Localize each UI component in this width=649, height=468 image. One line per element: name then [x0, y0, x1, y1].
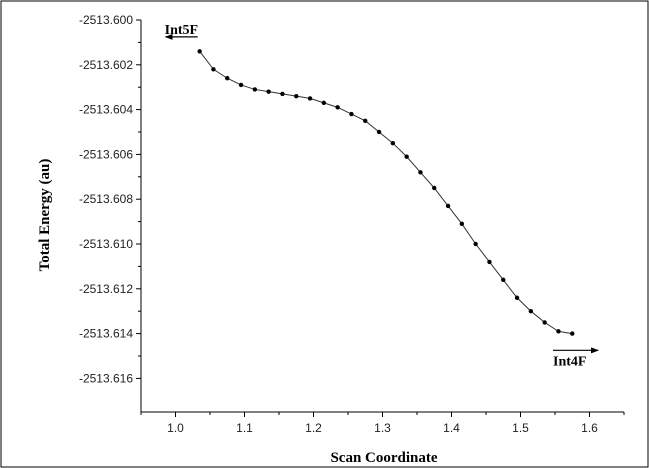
x-tick-label: 1.2 — [305, 421, 322, 435]
y-tick-label: -2513.616 — [79, 371, 133, 385]
data-point — [528, 309, 534, 314]
data-point — [487, 259, 492, 265]
y-tick-label: -2513.604 — [79, 103, 133, 117]
data-point — [252, 87, 258, 92]
series-line — [199, 51, 573, 335]
y-tick-label: -2513.608 — [79, 192, 133, 206]
data-point — [418, 170, 423, 175]
x-tick-label: 1.4 — [443, 421, 460, 435]
y-tick-label: -2513.600 — [79, 13, 133, 27]
data-point — [225, 76, 230, 81]
data-point — [473, 241, 478, 247]
data-point — [363, 118, 368, 124]
y-tick-label: -2513.612 — [79, 282, 133, 296]
data-point — [266, 89, 271, 94]
data-point — [335, 105, 340, 110]
plot-area: -2513.600 -2513.602 -2513.604 -2513.606 -251… — [79, 13, 625, 435]
x-tick-label: 1.1 — [236, 421, 253, 435]
data-point — [211, 67, 216, 72]
x-axis-title: Scan Coordinate — [330, 450, 437, 466]
data-point — [321, 100, 327, 106]
data-point — [542, 320, 547, 325]
data-point — [390, 141, 396, 146]
data-point — [404, 154, 409, 159]
x-tick-label: 1.6 — [581, 421, 598, 435]
x-tick-label: 1.3 — [374, 421, 391, 435]
y-tick-label: -2513.614 — [79, 327, 133, 341]
data-point — [294, 93, 299, 99]
y-axis-title: Total Energy (au) — [37, 159, 53, 272]
y-tick-label: -2513.610 — [79, 237, 133, 251]
data-point — [514, 295, 520, 300]
y-tick-label: -2513.602 — [79, 58, 133, 72]
data-point — [445, 203, 451, 209]
data-point — [570, 331, 575, 336]
data-point — [197, 49, 202, 54]
y-tick-label: -2513.606 — [79, 147, 133, 161]
data-point — [459, 221, 465, 227]
data-point — [556, 329, 561, 334]
data-point — [376, 129, 382, 135]
annotation-label-int5f: Int5F — [165, 23, 198, 38]
annotation-label-int4f: Int4F — [553, 354, 586, 369]
data-point — [238, 82, 244, 88]
data-point — [501, 277, 506, 283]
x-tick-label: 1.5 — [512, 421, 529, 435]
data-point — [432, 185, 437, 191]
data-point — [307, 96, 313, 101]
data-point — [349, 111, 354, 117]
data-point — [280, 91, 285, 97]
x-tick-label: 1.0 — [167, 421, 184, 435]
